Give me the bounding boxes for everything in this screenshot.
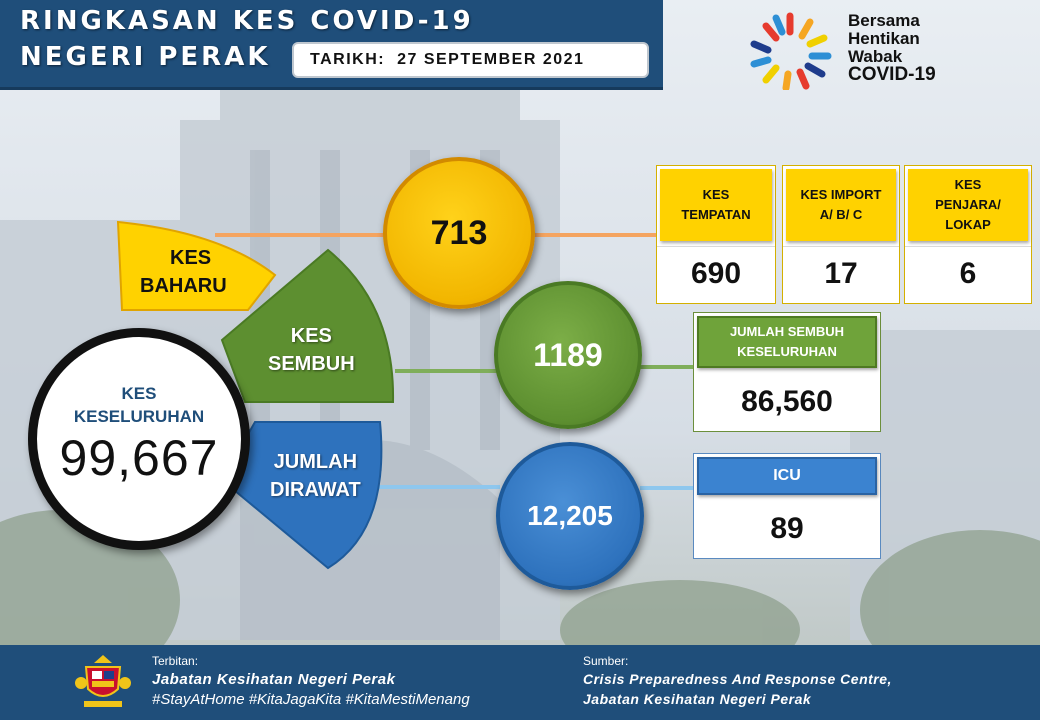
kes-sembuh-circle: 1189 [494, 281, 642, 429]
kes-import-box: KES IMPORT A/ B/ C 17 [782, 165, 900, 304]
kes-baharu-value: 713 [430, 213, 488, 252]
source-label: Sumber: [583, 654, 629, 668]
connector-line-baharu [215, 233, 390, 237]
kes-tempatan-label-line-2: TEMPATAN [681, 207, 751, 222]
kes-sembuh-label-line-1: KES [290, 325, 332, 347]
logo-line-4: COVID-19 [848, 64, 936, 85]
icu-box: ICU 89 [693, 453, 881, 559]
jumlah-dirawat-circle: 12,205 [496, 442, 644, 590]
kes-penjara-label-line-1: KES [954, 177, 982, 192]
footer-source: Sumber: Crisis Preparedness And Response… [583, 654, 892, 709]
date-box: TARIKH: 27 SEPTEMBER 2021 [292, 42, 649, 78]
page-title-line-1: RINGKASAN KES COVID-19 [20, 6, 474, 36]
jumlah-dirawat-value: 12,205 [527, 500, 613, 531]
jumlah-sembuh-box: JUMLAH SEMBUH KESELURUHAN 86,560 [693, 312, 881, 432]
kes-sembuh-label: KES SEMBUH [268, 322, 355, 378]
issuer-name: Jabatan Kesihatan Negeri Perak [152, 671, 396, 688]
connector-line-dirawat-right [640, 486, 695, 490]
jumlah-sembuh-value: 86,560 [741, 385, 833, 418]
kes-sembuh-label-line-2: SEMBUH [268, 353, 355, 375]
jumlah-dirawat-label-line-1: JUMLAH [273, 451, 358, 473]
date-value: 27 SEPTEMBER 2021 [397, 51, 585, 68]
jumlah-dirawat-label: JUMLAH DIRAWAT [270, 448, 361, 504]
total-cases-circle: KES KESELURUHAN 99,667 [28, 328, 250, 550]
jumlah-sembuh-label-line-2: KESELURUHAN [737, 344, 837, 359]
kes-baharu-label: KES BAHARU [140, 244, 227, 300]
kes-baharu-circle: 713 [383, 157, 535, 309]
connector-line-dirawat [360, 485, 500, 489]
kes-import-header: KES IMPORT A/ B/ C [786, 169, 896, 241]
footer: Terbitan: Jabatan Kesihatan Negeri Perak… [0, 645, 1040, 720]
connector-line-sembuh [395, 369, 500, 373]
logo-line-3: Wabak [848, 47, 903, 66]
total-cases-label: KES KESELURUHAN [37, 382, 241, 428]
sunburst-logo-icon [750, 12, 832, 92]
logo-line-2: Hentikan [848, 29, 920, 48]
kes-baharu-label-line-1: KES [170, 247, 212, 269]
icu-value: 89 [770, 512, 804, 545]
kes-tempatan-header: KES TEMPATAN [660, 169, 772, 241]
jumlah-dirawat-label-line-2: DIRAWAT [270, 479, 361, 501]
logo-line-1: Bersama [848, 11, 920, 30]
kes-import-label-line-2: A/ B/ C [819, 207, 863, 222]
kes-tempatan-box: KES TEMPATAN 690 [656, 165, 776, 304]
kes-import-value: 17 [783, 246, 899, 301]
connector-line-baharu-right [530, 233, 660, 237]
kes-sembuh-value: 1189 [533, 336, 603, 373]
kes-penjara-label-line-3: LOKAP [945, 217, 991, 232]
footer-issuer: Terbitan: Jabatan Kesihatan Negeri Perak… [152, 654, 470, 710]
jumlah-sembuh-label-line-1: JUMLAH SEMBUH [729, 324, 845, 339]
kes-penjara-value: 6 [905, 246, 1031, 301]
bersama-hentikan-wabak-logo: Bersama Hentikan Wabak COVID-19 [740, 6, 1000, 92]
kes-import-label-line-1: KES IMPORT [800, 187, 882, 202]
total-cases-label-line-2: KESELURUHAN [73, 407, 205, 426]
connector-line-sembuh-right [640, 365, 695, 369]
logo-text: Bersama Hentikan Wabak COVID-19 [848, 11, 936, 85]
total-cases-label-line-1: KES [121, 384, 157, 403]
kes-tempatan-label-line-1: KES [702, 187, 730, 202]
total-cases-value: 99,667 [59, 430, 219, 486]
source-line-1: Crisis Preparedness And Response Centre, [583, 671, 892, 687]
kes-tempatan-value: 690 [657, 246, 775, 301]
issued-label: Terbitan: [152, 654, 199, 668]
source-line-2: Jabatan Kesihatan Negeri Perak [583, 691, 812, 707]
kes-penjara-box: KES PENJARA/ LOKAP 6 [904, 165, 1032, 304]
page-title-line-2: NEGERI PERAK [20, 42, 271, 72]
icu-header: ICU [697, 457, 877, 495]
jata-negara-crest-icon [75, 655, 131, 707]
kes-penjara-label-line-2: PENJARA/ [935, 197, 1001, 212]
kes-penjara-header: KES PENJARA/ LOKAP [908, 169, 1028, 241]
kes-baharu-label-line-2: BAHARU [140, 275, 227, 297]
jumlah-sembuh-header: JUMLAH SEMBUH KESELURUHAN [697, 316, 877, 368]
hashtags: #StayAtHome #KitaJagaKita #KitaMestiMena… [152, 691, 470, 708]
date-label: TARIKH: [310, 51, 386, 68]
